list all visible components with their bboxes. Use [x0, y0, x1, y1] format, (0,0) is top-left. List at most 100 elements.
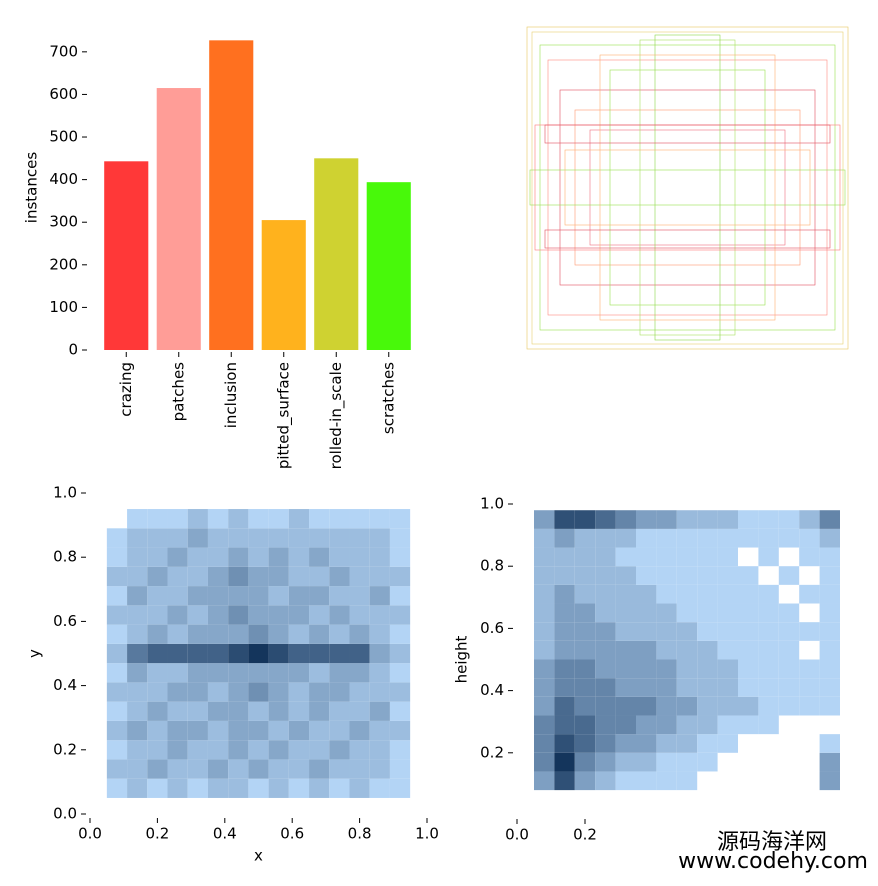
- hist-cell: [369, 663, 390, 683]
- hist-cell: [167, 740, 188, 760]
- hist-cell: [819, 622, 840, 641]
- hist-cell: [697, 715, 718, 735]
- hist-cell: [288, 720, 310, 741]
- hist-cell: [656, 659, 677, 679]
- hist-cell: [127, 663, 148, 683]
- hist-cell: [799, 528, 820, 548]
- hist-cell: [799, 659, 820, 679]
- hist-cell: [799, 547, 820, 567]
- hist-cell: [309, 778, 330, 798]
- hist-cell: [534, 547, 555, 567]
- hist-cell: [534, 678, 555, 697]
- hist-cell: [106, 701, 128, 721]
- hist-cell: [615, 696, 636, 716]
- hist-cell: [534, 659, 555, 679]
- hist-cell: [574, 622, 596, 641]
- hist-cell: [127, 528, 148, 548]
- hist-cell: [167, 605, 188, 625]
- hist-cell: [248, 605, 269, 625]
- hist-cell: [615, 678, 636, 697]
- hist-cell: [349, 759, 370, 779]
- hist-cell: [389, 663, 411, 683]
- hist-cell: [389, 605, 411, 625]
- hist-cell: [615, 752, 636, 772]
- hist-cell: [595, 715, 616, 735]
- hist-cell: [574, 528, 596, 548]
- hist-cell: [389, 643, 411, 664]
- hist-cell: [369, 720, 390, 741]
- hist-cell: [534, 603, 555, 623]
- hist-cell: [207, 605, 229, 625]
- hist-cell: [554, 771, 575, 791]
- hist-cell: [167, 566, 188, 587]
- hist-cell: [758, 528, 779, 548]
- hist-cell: [228, 509, 249, 529]
- hist-cell: [656, 752, 677, 772]
- hist-cell: [676, 603, 698, 623]
- hist-cell: [738, 696, 759, 716]
- hist-cell: [329, 682, 350, 702]
- hist-cell: [534, 715, 555, 735]
- hist-cell: [167, 701, 188, 721]
- hist-cell: [288, 740, 310, 760]
- hist-cell: [207, 566, 229, 587]
- hist-cell: [167, 643, 188, 664]
- hist-cell: [389, 528, 411, 548]
- hist-cell: [758, 678, 779, 697]
- hist-cell: [309, 528, 330, 548]
- hist-cell: [268, 720, 289, 741]
- hist-cell: [697, 678, 718, 697]
- hist-cell: [248, 759, 269, 779]
- hist-cell: [554, 640, 575, 660]
- hist-cell: [248, 509, 269, 529]
- hist-cell: [207, 663, 229, 683]
- hist-cell: [819, 678, 840, 697]
- hist-cell: [574, 566, 596, 585]
- x-axis-label: x: [254, 847, 263, 865]
- hist-cell: [329, 624, 350, 644]
- hist-cell: [369, 624, 390, 644]
- x-tick-label: 0.0: [78, 825, 102, 843]
- hist-cell: [106, 720, 128, 741]
- hist-cell: [187, 778, 208, 798]
- y-tick-label: 300: [49, 213, 78, 231]
- hist-cell: [349, 643, 370, 664]
- hist-cell: [389, 566, 411, 587]
- hist-cell: [697, 752, 718, 772]
- hist-cell: [349, 624, 370, 644]
- hist-cell: [369, 605, 390, 625]
- hist-cell: [819, 734, 840, 753]
- hist-cell: [228, 528, 249, 548]
- hist-cell: [329, 663, 350, 683]
- hist-cell: [574, 547, 596, 567]
- hist-cell: [187, 740, 208, 760]
- y-tick-label: 400: [49, 170, 78, 188]
- hist-cell: [187, 701, 208, 721]
- hist-cell: [207, 624, 229, 644]
- hist-cell: [717, 715, 738, 735]
- hist-cell: [147, 759, 168, 779]
- hist-cell: [595, 696, 616, 716]
- hist-cell: [799, 622, 820, 641]
- hist-cell: [268, 643, 289, 664]
- hist-cell: [676, 640, 698, 660]
- hist-cell: [288, 566, 310, 587]
- hist-cell: [778, 678, 800, 697]
- y-tick-label: 0.6: [53, 612, 77, 630]
- hist-cell: [697, 622, 718, 641]
- hist-cell: [167, 759, 188, 779]
- y-tick-label: 700: [49, 42, 78, 60]
- hist-cell: [369, 701, 390, 721]
- hist-cell: [187, 643, 208, 664]
- hist-cell: [554, 566, 575, 585]
- hist-cell: [309, 720, 330, 741]
- hist-cell: [554, 752, 575, 772]
- hist-cell: [389, 509, 411, 529]
- hist-cell: [676, 734, 698, 753]
- hist-cell: [554, 528, 575, 548]
- hist-cell: [288, 528, 310, 548]
- hist-cell: [697, 510, 718, 529]
- hist-cell: [595, 771, 616, 791]
- hist-cell: [717, 528, 738, 548]
- hist-cell: [534, 510, 555, 529]
